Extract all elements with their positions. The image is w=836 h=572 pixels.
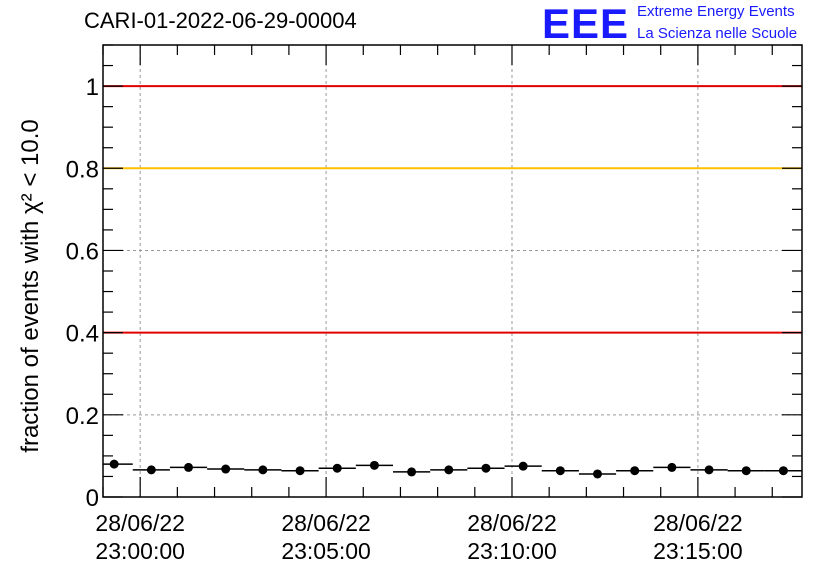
data-point xyxy=(667,462,677,472)
data-point xyxy=(444,465,454,475)
y-tick-label: 0.6 xyxy=(66,238,99,265)
plot-frame xyxy=(102,44,803,498)
x-tick-label-time: 23:00:00 xyxy=(95,538,185,564)
data-point xyxy=(258,465,268,475)
brand-line-1: Extreme Energy Events xyxy=(637,3,795,20)
data-point xyxy=(778,466,788,476)
data-point xyxy=(518,461,528,471)
data-point xyxy=(109,459,119,469)
brand-line-2: La Scienza nelle Scuole xyxy=(637,25,798,42)
data-point xyxy=(481,463,491,473)
y-tick-label: 0.8 xyxy=(66,156,99,183)
data-point xyxy=(332,463,342,473)
y-tick-label: 0.2 xyxy=(66,403,99,430)
x-tick-label-time: 23:05:00 xyxy=(281,538,371,564)
data-point xyxy=(369,460,379,470)
y-tick-label: 1 xyxy=(86,74,99,101)
data-point xyxy=(146,465,156,475)
x-tick-label-date: 28/06/22 xyxy=(467,510,557,536)
x-tick-label-time: 23:10:00 xyxy=(467,538,557,564)
data-point xyxy=(407,467,417,477)
y-tick-label: 0 xyxy=(86,485,99,512)
x-tick-label-time: 23:15:00 xyxy=(653,538,743,564)
x-tick-label-date: 28/06/22 xyxy=(95,510,185,536)
data-point xyxy=(221,464,231,474)
data-point xyxy=(295,466,305,476)
y-tick-label: 0.4 xyxy=(66,321,99,348)
data-point xyxy=(555,466,565,476)
data-point xyxy=(704,465,714,475)
y-axis-label: fraction of events with χ² < 10.0 xyxy=(17,119,44,452)
x-tick-label-date: 28/06/22 xyxy=(281,510,371,536)
data-point xyxy=(593,469,603,479)
data-point xyxy=(184,462,194,472)
x-tick-label-date: 28/06/22 xyxy=(653,510,743,536)
data-point xyxy=(741,466,751,476)
chart-title: CARI-01-2022-06-29-00004 xyxy=(84,8,357,33)
eee-logo: EEE xyxy=(542,0,630,47)
data-point xyxy=(630,466,640,476)
